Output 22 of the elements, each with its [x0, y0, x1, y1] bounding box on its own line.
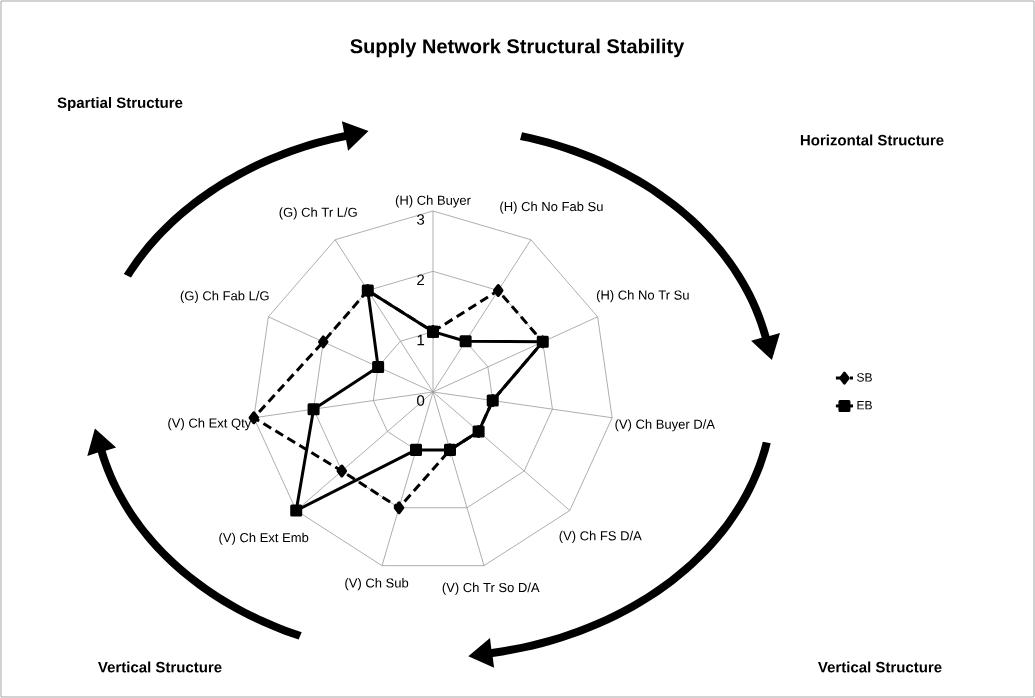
spoke-label: (V) Ch Ext Qty — [168, 418, 252, 431]
text: Spartial Structure — [57, 97, 183, 111]
spoke-label: (V) Ch Ext Emb — [219, 532, 309, 545]
spoke-label: (H) Ch No Fab Su — [500, 201, 603, 214]
text: Vertical Structure — [98, 661, 222, 673]
chart-title: Supply Network Structural Stability — [350, 38, 685, 58]
legend-label: SB — [857, 373, 872, 382]
text: Vertical Structure — [818, 661, 942, 673]
text: Horizontal Structure — [800, 134, 944, 146]
y-tick-label: 0 — [417, 395, 425, 406]
y-tick-label: 3 — [417, 214, 425, 225]
legend-label: EB — [857, 401, 872, 410]
spoke-label: (G) Ch Tr L/G — [279, 207, 357, 220]
spoke-label: (V) Ch Sub — [345, 578, 409, 591]
spoke-label: (V) Ch FS D/A — [559, 530, 642, 543]
y-tick-label: 2 — [417, 274, 425, 285]
spoke-label: (G) Ch Fab L/G — [180, 290, 269, 303]
spoke-label: (V) Ch Tr So D/A — [442, 582, 540, 595]
spoke-label: (H) Ch No Tr Su — [596, 290, 689, 303]
spoke-label: (H) Ch Buyer — [395, 195, 471, 208]
y-tick-label: 1 — [417, 334, 425, 346]
spoke-label: (V) Ch Buyer D/A — [615, 419, 715, 432]
